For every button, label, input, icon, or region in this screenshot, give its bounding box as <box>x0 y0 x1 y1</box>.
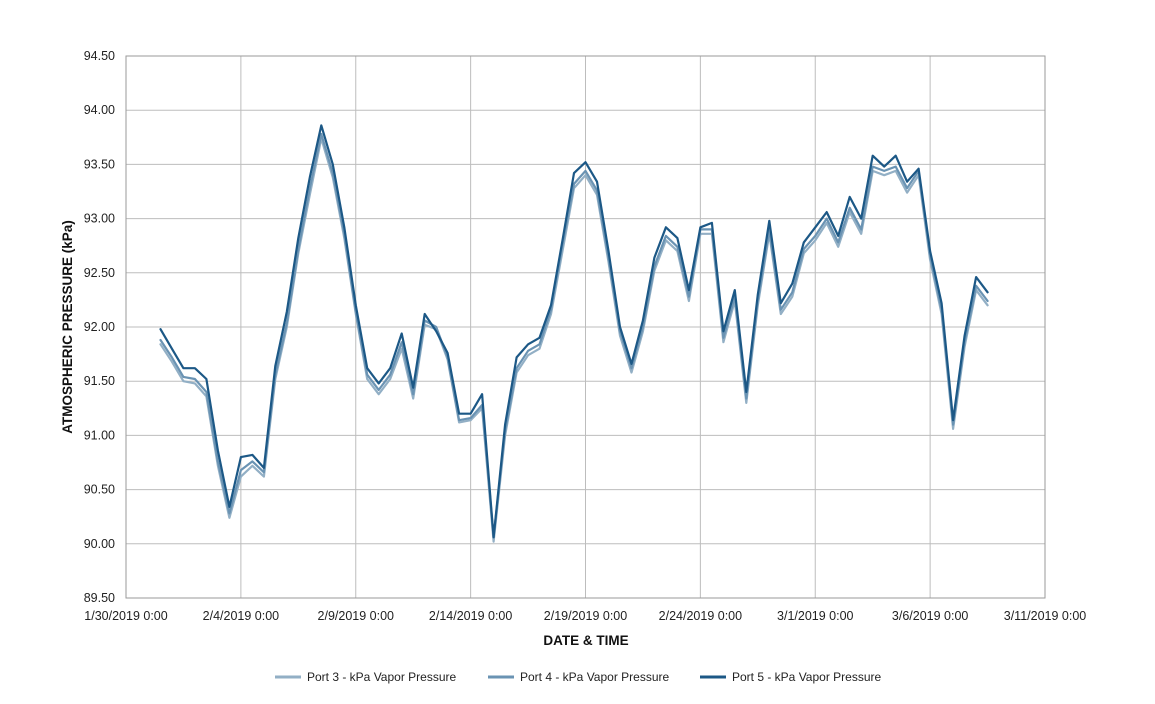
x-tick-label: 2/14/2019 0:00 <box>429 609 512 623</box>
series-line-port-5 <box>159 124 989 539</box>
y-tick-label: 91.00 <box>84 428 115 442</box>
y-tick-label: 90.00 <box>84 537 115 551</box>
x-tick-label: 2/4/2019 0:00 <box>203 609 280 623</box>
series-group <box>159 124 989 543</box>
x-tick-label: 1/30/2019 0:00 <box>84 609 167 623</box>
y-tick-label: 91.50 <box>84 374 115 388</box>
legend-label: Port 3 - kPa Vapor Pressure <box>307 670 457 684</box>
x-tick-labels: 1/30/2019 0:00 2/4/2019 0:00 2/9/2019 0:00… <box>84 609 1086 623</box>
series-line-port-4 <box>159 132 989 539</box>
y-tick-label: 93.00 <box>84 212 115 226</box>
x-tick-label: 2/19/2019 0:00 <box>544 609 627 623</box>
y-tick-label: 92.50 <box>84 266 115 280</box>
grid <box>125 55 1046 599</box>
y-tick-label: 93.50 <box>84 157 115 171</box>
y-tick-label: 94.00 <box>84 103 115 117</box>
y-tick-label: 90.50 <box>84 483 115 497</box>
x-tick-label: 2/24/2019 0:00 <box>659 609 742 623</box>
y-tick-label: 89.50 <box>84 591 115 605</box>
y-tick-label: 94.50 <box>84 49 115 63</box>
legend-label: Port 5 - kPa Vapor Pressure <box>732 670 882 684</box>
legend-label: Port 4 - kPa Vapor Pressure <box>520 670 670 684</box>
legend: Port 3 - kPa Vapor Pressure Port 4 - kPa … <box>275 670 882 684</box>
x-tick-label: 3/1/2019 0:00 <box>777 609 854 623</box>
series-line-port-3 <box>159 137 989 543</box>
plot-frame <box>125 55 1046 599</box>
y-axis-title: ATMOSPHERIC PRESSURE (kPa) <box>60 220 75 434</box>
x-axis-title: DATE & TIME <box>543 633 628 648</box>
x-tick-label: 2/9/2019 0:00 <box>318 609 395 623</box>
x-tick-label: 3/6/2019 0:00 <box>892 609 969 623</box>
y-tick-labels: 89.50 90.00 90.50 91.00 91.50 92.00 92.50 93.00… <box>84 49 115 605</box>
y-tick-label: 92.00 <box>84 320 115 334</box>
x-tick-label: 3/11/2019 0:00 <box>1004 609 1087 623</box>
